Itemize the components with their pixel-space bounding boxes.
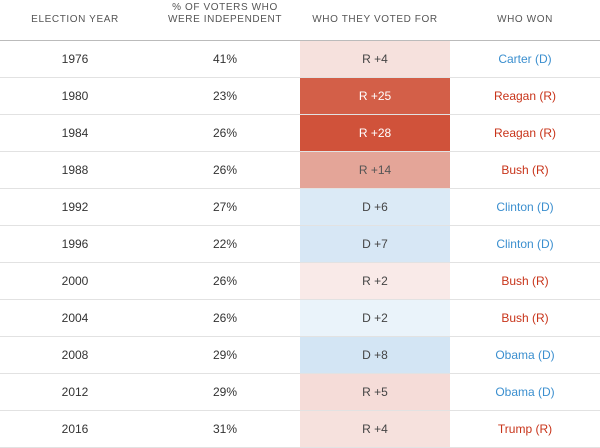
header-election-year: ELECTION YEAR [31,14,119,25]
header-pct-independent: % OF VOTERS WHO WERE INDEPENDENT [167,2,283,25]
vote-margin-cell: D +2 [300,300,450,336]
pct-independent-cell: 41% [212,52,238,66]
vote-margin-cell: R +2 [300,263,450,299]
vote-margin-cell: R +14 [300,152,450,188]
election-year-cell: 1992 [61,200,89,214]
winner-cell: Obama (D) [495,348,555,362]
table-row: 1980 23% R +25 Reagan (R) [0,78,600,115]
table-row: 2000 26% R +2 Bush (R) [0,263,600,300]
vote-margin-cell: R +4 [300,411,450,447]
vote-margin-cell: D +8 [300,337,450,373]
winner-cell: Carter (D) [498,52,552,66]
election-year-cell: 1984 [61,126,89,140]
winner-cell: Bush (R) [501,274,549,288]
winner-cell: Bush (R) [501,163,549,177]
table-row: 1988 26% R +14 Bush (R) [0,152,600,189]
vote-margin-cell: D +6 [300,189,450,225]
election-year-cell: 1980 [61,89,89,103]
table-row: 1992 27% D +6 Clinton (D) [0,189,600,226]
election-year-cell: 1976 [61,52,89,66]
election-year-cell: 2004 [61,311,89,325]
election-year-cell: 1996 [61,237,89,251]
pct-independent-cell: 26% [212,311,238,325]
election-year-cell: 2012 [61,385,89,399]
table-row: 1976 41% R +4 Carter (D) [0,41,600,78]
header-who-they-voted-for: WHO THEY VOTED FOR [312,14,438,25]
winner-cell: Reagan (R) [493,126,557,140]
pct-independent-cell: 26% [212,163,238,177]
table-header: ELECTION YEAR % OF VOTERS WHO WERE INDEPE… [0,0,600,41]
vote-margin-cell: R +28 [300,115,450,151]
pct-independent-cell: 23% [212,89,238,103]
election-year-cell: 1988 [61,163,89,177]
winner-cell: Obama (D) [495,385,555,399]
election-year-cell: 2008 [61,348,89,362]
vote-margin-cell: R +5 [300,374,450,410]
pct-independent-cell: 29% [212,385,238,399]
winner-cell: Bush (R) [501,311,549,325]
winner-cell: Trump (R) [497,422,553,436]
pct-independent-cell: 29% [212,348,238,362]
winner-cell: Clinton (D) [496,237,554,251]
table-row: 1984 26% R +28 Reagan (R) [0,115,600,152]
table-row: 2016 31% R +4 Trump (R) [0,411,600,448]
winner-cell: Reagan (R) [493,89,557,103]
winner-cell: Clinton (D) [496,200,554,214]
pct-independent-cell: 27% [212,200,238,214]
election-year-cell: 2016 [61,422,89,436]
pct-independent-cell: 22% [212,237,238,251]
table-body: 1976 41% R +4 Carter (D) 1980 23% R +25 Reagan … [0,41,600,448]
pct-independent-cell: 31% [212,422,238,436]
vote-margin-cell: R +4 [300,41,450,77]
vote-margin-cell: D +7 [300,226,450,262]
table-row: 2012 29% R +5 Obama (D) [0,374,600,411]
pct-independent-cell: 26% [212,126,238,140]
vote-margin-cell: R +25 [300,78,450,114]
header-who-won: WHO WON [497,14,553,25]
table-row: 2008 29% D +8 Obama (D) [0,337,600,374]
table-row: 1996 22% D +7 Clinton (D) [0,226,600,263]
table-row: 2004 26% D +2 Bush (R) [0,300,600,337]
pct-independent-cell: 26% [212,274,238,288]
election-year-cell: 2000 [61,274,89,288]
